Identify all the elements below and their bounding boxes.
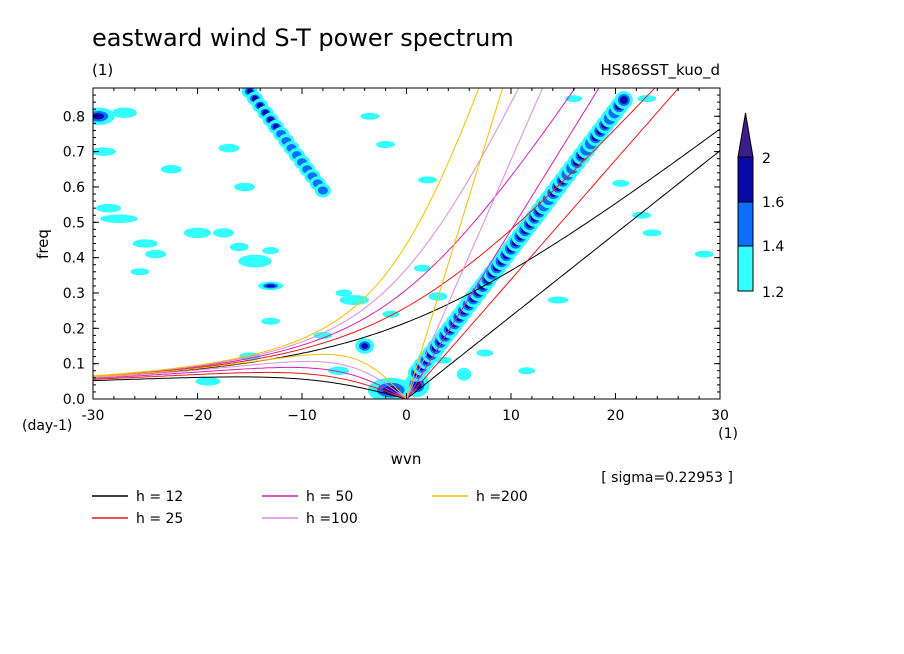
contour-patch — [694, 250, 714, 258]
curve-legend: h = 12 h = 25 h = 50 h =100 h =200 — [92, 489, 528, 527]
contour-patch — [183, 227, 212, 239]
contour-patch — [619, 95, 628, 104]
rossby-wave-curve — [93, 376, 407, 399]
x-tick-label: 30 — [711, 408, 729, 424]
y-tick-label: 0.2 — [63, 321, 85, 337]
legend-label: h = 12 — [136, 489, 183, 505]
contour-patch — [111, 107, 137, 119]
contour-patch — [234, 182, 255, 192]
contour-patch — [642, 229, 662, 237]
kelvin-wave-curve — [406, 150, 720, 399]
legend-label: h =100 — [306, 511, 358, 527]
contour-patch — [195, 377, 221, 386]
rossby-gravity-curve — [93, 88, 656, 378]
contour-patch — [518, 367, 536, 375]
colorbar-label: 1.6 — [762, 195, 784, 211]
x-tick-label: 0 — [402, 408, 411, 424]
x-tick-label: -30 — [82, 408, 105, 424]
y-axis-label: freq — [34, 229, 52, 259]
run-label: HS86SST_kuo_d — [600, 61, 720, 80]
colorbar-label: 1.4 — [762, 239, 784, 255]
sigma-label: [ sigma=0.22953 ] — [601, 470, 733, 486]
contour-patch — [612, 179, 630, 187]
contour-patch — [262, 247, 280, 255]
kelvin-wave-curve — [406, 88, 544, 399]
contour-patch — [339, 295, 369, 305]
y-tick-label: 0.5 — [63, 215, 85, 231]
contour-patch — [93, 147, 116, 156]
contour-patch — [547, 296, 569, 304]
x-tick-label: −10 — [287, 408, 317, 424]
contour-patch — [476, 349, 494, 357]
contour-patch — [132, 239, 158, 248]
contour-patch — [412, 380, 422, 390]
contour-patch — [130, 268, 150, 276]
chart-title: eastward wind S-T power spectrum — [92, 24, 514, 52]
y-axis: 0.0 0.1 0.2 0.3 0.4 0.5 0.6 0.7 0.8 — [63, 94, 720, 408]
x-axis-label: wvn — [391, 450, 422, 468]
legend-label: h =200 — [476, 489, 528, 505]
colorbar-segment — [737, 201, 754, 247]
rossby-gravity-curve — [93, 88, 576, 377]
y-tick-label: 0.4 — [63, 251, 85, 267]
colorbar: 1.2 1.4 1.6 2 — [737, 112, 784, 301]
colorbar-label: 2 — [762, 151, 771, 167]
y-tick-label: 0.8 — [63, 109, 85, 125]
rossby-gravity-curve — [93, 128, 720, 378]
x-axis: -30 −20 −10 0 10 20 30 — [82, 88, 729, 424]
contour-patch — [335, 289, 353, 297]
contour-patch — [145, 249, 167, 259]
y-tick-label: 0.1 — [63, 357, 85, 373]
dispersion-curves — [93, 88, 720, 399]
rossby-gravity-curve — [93, 88, 520, 377]
rossby-wave-curve — [93, 360, 407, 399]
spectrum-contours — [93, 88, 714, 399]
legend-label: h = 25 — [136, 511, 183, 527]
contour-patch — [96, 203, 122, 213]
colorbar-segment — [737, 156, 754, 203]
y-unit-bottom: (day-1) — [22, 418, 72, 434]
contour-patch — [565, 95, 583, 103]
y-unit-top: (1) — [92, 61, 113, 79]
colorbar-segment — [737, 245, 754, 292]
rossby-wave-curve — [93, 353, 407, 399]
legend-label: h = 50 — [306, 489, 353, 505]
contour-patch — [417, 176, 437, 184]
y-tick-label: 0.6 — [63, 180, 85, 196]
rossby-wave-curve — [93, 366, 407, 399]
rossby-gravity-curve — [93, 88, 480, 377]
contour-patch — [456, 367, 472, 381]
contour-patch — [160, 165, 182, 174]
contour-patch — [261, 317, 281, 325]
contour-patch — [213, 228, 235, 238]
contour-patch — [413, 264, 431, 272]
contour-patch — [266, 284, 276, 288]
contour-patch — [238, 254, 272, 268]
rossby-wave-curve — [93, 371, 407, 399]
x-tick-label: −20 — [183, 408, 213, 424]
contour-patch — [229, 242, 249, 252]
contour-patch — [360, 112, 380, 120]
contour-patch — [218, 143, 240, 153]
contour-patch — [317, 186, 328, 195]
y-tick-label: 0.0 — [63, 392, 85, 408]
contour-patch — [361, 343, 368, 349]
kelvin-wave-curve — [406, 88, 680, 399]
y-tick-label: 0.7 — [63, 145, 85, 161]
contour-patch — [376, 141, 396, 149]
kelvin-wave-curve — [406, 88, 504, 399]
x-unit-right: (1) — [718, 426, 738, 442]
contour-patch — [100, 214, 138, 224]
contour-patch — [382, 310, 400, 318]
y-tick-label: 0.3 — [63, 286, 85, 302]
x-tick-label: 10 — [502, 408, 520, 424]
colorbar-extension — [737, 112, 754, 158]
colorbar-label: 1.2 — [762, 285, 784, 301]
kelvin-wave-curve — [406, 88, 600, 399]
x-tick-label: 20 — [607, 408, 625, 424]
contour-patch — [313, 331, 333, 339]
contour-patch — [637, 95, 657, 103]
